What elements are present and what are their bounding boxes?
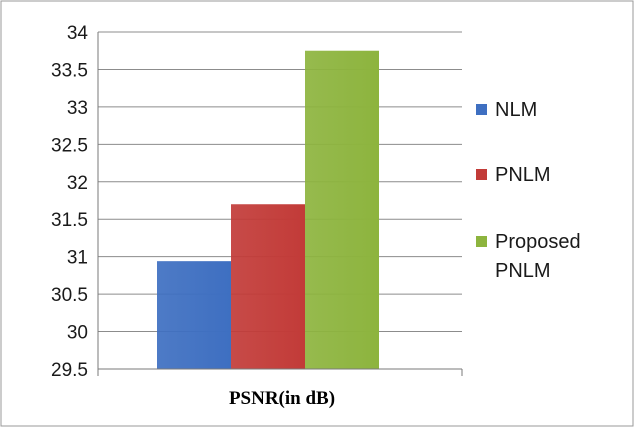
y-tick-label: 33 bbox=[67, 98, 88, 119]
y-tick-label: 31.5 bbox=[51, 210, 88, 231]
y-tick-label: 32 bbox=[67, 173, 88, 194]
y-tick-label: 30 bbox=[67, 323, 88, 344]
legend-swatch bbox=[476, 236, 487, 247]
y-tick-label: 33.5 bbox=[51, 60, 88, 81]
x-category-label: PSNR(in dB) bbox=[229, 388, 335, 409]
y-tick-label: 30.5 bbox=[51, 285, 88, 306]
bar-pnlm bbox=[231, 204, 305, 369]
legend-label: PNLM bbox=[495, 260, 551, 282]
bar-group bbox=[157, 50, 379, 369]
axes bbox=[97, 32, 463, 376]
legend: NLM PNLM Proposed PNLM bbox=[476, 99, 581, 282]
y-tick-label: 32.5 bbox=[51, 135, 88, 156]
legend-label: NLM bbox=[495, 99, 537, 121]
bar-proposed-pnlm bbox=[305, 50, 379, 369]
y-tick-label: 29.5 bbox=[51, 360, 88, 381]
legend-swatch bbox=[476, 169, 487, 180]
y-tick-label: 31 bbox=[67, 248, 88, 269]
y-tick-label: 34 bbox=[67, 23, 89, 44]
bar-nlm bbox=[157, 261, 231, 369]
legend-label: Proposed bbox=[495, 231, 581, 253]
legend-swatch bbox=[476, 104, 487, 115]
legend-label: PNLM bbox=[495, 164, 551, 186]
y-axis-tick-labels: 29.5 30 30.5 31 31.5 32 32.5 33 33.5 34 bbox=[51, 23, 88, 381]
